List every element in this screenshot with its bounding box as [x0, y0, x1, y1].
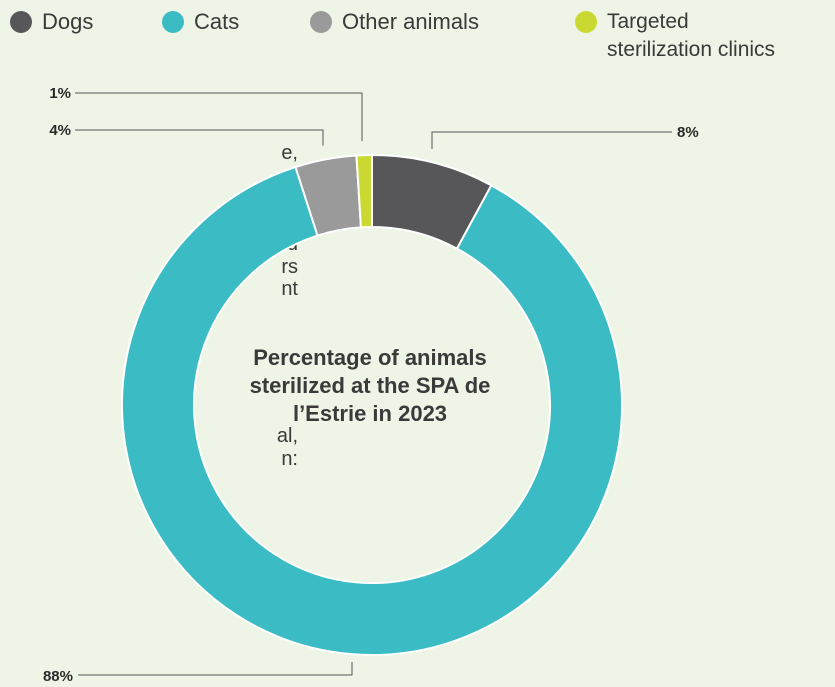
chart-title: Percentage of animals sterilized at the … — [195, 344, 545, 428]
cropped-body-text-2: al, n: — [276, 425, 298, 470]
leader-line-cats — [78, 661, 353, 676]
legend-swatch-targeted-clinics — [575, 11, 597, 33]
value-label-cats: 88% — [43, 668, 73, 685]
donut-slice-cats — [121, 165, 623, 656]
value-label-other-animals: 4% — [49, 122, 71, 139]
legend-label-cats: Cats — [194, 9, 240, 34]
donut-slice-targeted-sterilization-clinics — [355, 153, 373, 229]
chart-legend: Dogs Cats Other animals Targeted sterili… — [0, 8, 835, 78]
legend-label-targeted-clinics: Targeted sterilization clinics — [607, 10, 776, 61]
leader-line-targeted-sterilization-clinics — [75, 92, 363, 142]
legend-label-dogs: Dogs — [42, 9, 94, 34]
legend-item-cats: Cats — [162, 8, 239, 36]
legend-item-dogs: Dogs — [10, 8, 93, 36]
legend-swatch-dogs — [10, 11, 32, 33]
legend-item-other-animals: Other animals — [310, 8, 479, 36]
value-label-targeted-sterilization-clinics: 1% — [49, 85, 71, 102]
chart-title-line-3: l’Estrie in 2023 — [292, 401, 448, 426]
leader-line-dogs — [431, 131, 672, 150]
legend-swatch-other-animals — [310, 11, 332, 33]
leader-line-other-animals — [75, 129, 324, 146]
legend-label-other-animals: Other animals — [342, 9, 479, 34]
legend-item-targeted-clinics: Targeted sterilization clinics — [575, 8, 775, 64]
chart-title-line-1: Percentage of animals — [253, 345, 487, 370]
legend-swatch-cats — [162, 11, 184, 33]
value-label-dogs: 8% — [677, 124, 699, 141]
chart-title-line-2: sterilized at the SPA de — [249, 373, 491, 398]
